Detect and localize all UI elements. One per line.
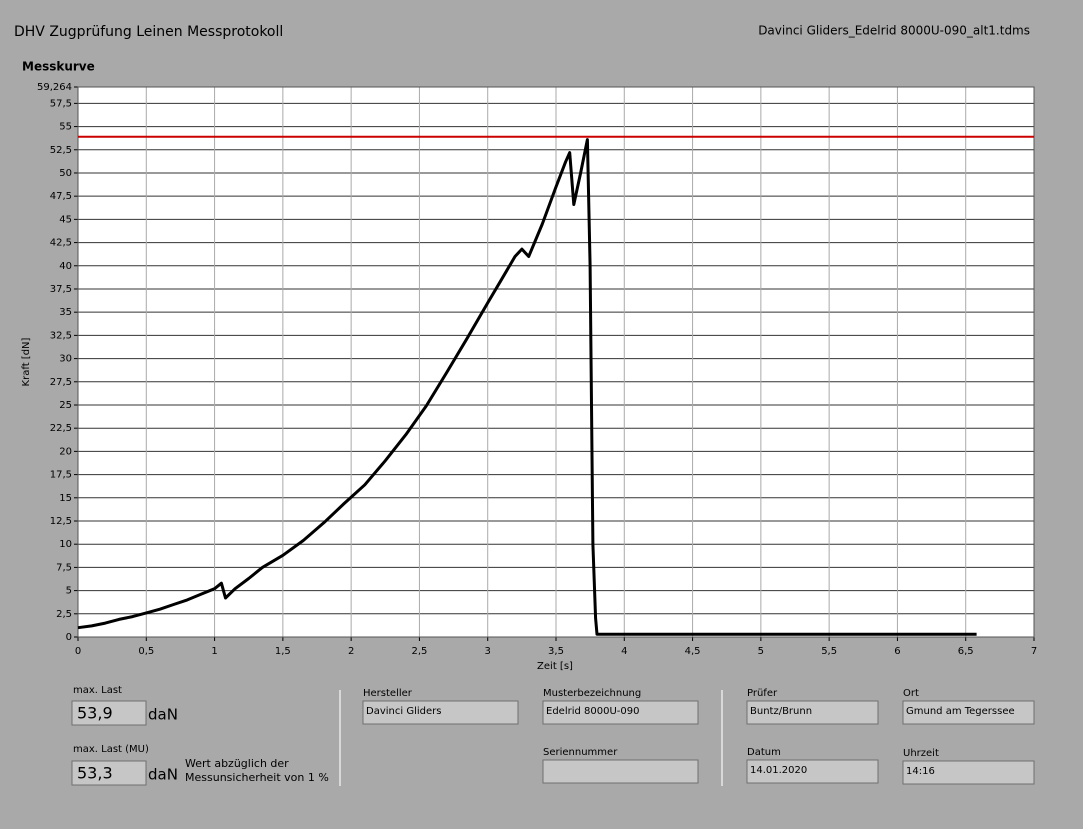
value: 53,3 bbox=[77, 764, 113, 783]
field-box bbox=[902, 700, 1035, 725]
field-label: Prüfer bbox=[747, 688, 778, 699]
y-tick-label: 2,5 bbox=[56, 609, 72, 620]
x-tick-label: 3 bbox=[485, 646, 491, 657]
x-tick-label: 5 bbox=[758, 646, 764, 657]
data-line bbox=[77, 138, 977, 636]
y-tick-label: 57,5 bbox=[50, 98, 72, 109]
field-label: Uhrzeit bbox=[903, 748, 939, 759]
y-tick-label: 47,5 bbox=[50, 191, 72, 202]
x-tick-label: 6,5 bbox=[958, 646, 974, 657]
x-tick-label: 7 bbox=[1031, 646, 1037, 657]
y-tick-label: 50 bbox=[59, 168, 72, 179]
value: 53,9 bbox=[77, 704, 113, 723]
x-tick-label: 0,5 bbox=[138, 646, 154, 657]
y-tick-label: 37,5 bbox=[50, 284, 72, 295]
y-tick-label: 35 bbox=[59, 307, 72, 318]
y-tick-label: 5 bbox=[66, 586, 72, 597]
label: max. Last bbox=[73, 685, 122, 696]
field-box bbox=[542, 700, 699, 725]
y-tick-label: 15 bbox=[59, 493, 72, 504]
x-axis-label: Zeit [s] bbox=[537, 661, 573, 672]
x-tick-label: 1,5 bbox=[275, 646, 291, 657]
x-tick-label: 4,5 bbox=[685, 646, 701, 657]
field-box bbox=[746, 759, 879, 784]
field-label: Hersteller bbox=[363, 688, 413, 699]
y-tick-label: 30 bbox=[59, 354, 72, 365]
field-label: Datum bbox=[747, 747, 781, 758]
x-tick-label: 3,5 bbox=[548, 646, 564, 657]
x-tick-label: 2 bbox=[348, 646, 354, 657]
chart-title: Messkurve bbox=[22, 60, 95, 74]
y-tick-label: 20 bbox=[59, 446, 72, 457]
y-tick-label: 0 bbox=[66, 632, 72, 643]
field-box bbox=[362, 700, 519, 725]
y-tick-label: 22,5 bbox=[50, 423, 72, 434]
unit: daN bbox=[148, 706, 178, 724]
y-tick-label: 59,264 bbox=[37, 82, 72, 93]
y-tick-label: 40 bbox=[59, 261, 72, 272]
label: max. Last (MU) bbox=[73, 744, 149, 755]
value-box bbox=[71, 700, 147, 726]
y-tick-label: 42,5 bbox=[50, 238, 72, 249]
x-tick-label: 5,5 bbox=[821, 646, 837, 657]
field-box bbox=[902, 760, 1035, 785]
x-tick-label: 2,5 bbox=[411, 646, 427, 657]
y-tick-label: 25 bbox=[59, 400, 72, 411]
y-tick-label: 27,5 bbox=[50, 377, 72, 388]
field-value: 14:16 bbox=[906, 766, 935, 777]
x-tick-label: 4 bbox=[621, 646, 627, 657]
field-value: Davinci Gliders bbox=[366, 706, 441, 717]
field-box bbox=[542, 759, 699, 784]
field-label: Seriennummer bbox=[543, 747, 618, 758]
grid: 02,557,51012,51517,52022,52527,53032,535… bbox=[37, 82, 1037, 657]
unit: daN bbox=[148, 766, 178, 784]
field-label: Musterbezeichnung bbox=[543, 688, 641, 699]
field-value: Gmund am Tegerssee bbox=[906, 706, 1015, 717]
x-tick-label: 6 bbox=[894, 646, 900, 657]
field-value: Buntz/Brunn bbox=[750, 706, 812, 717]
y-tick-label: 52,5 bbox=[50, 145, 72, 156]
plot-border bbox=[77, 86, 1035, 638]
value-box bbox=[71, 760, 147, 786]
field-value: Edelrid 8000U-090 bbox=[546, 706, 639, 717]
fields: Hersteller Davinci Gliders Musterbezeichnu… bbox=[362, 688, 1035, 785]
y-tick-label: 55 bbox=[59, 122, 72, 133]
file-name: Davinci Gliders_Edelrid 8000U-090_alt1.t… bbox=[758, 24, 1030, 38]
y-tick-label: 7,5 bbox=[56, 562, 72, 573]
field-label: Ort bbox=[903, 688, 919, 699]
x-tick-label: 0 bbox=[75, 646, 81, 657]
field-value: 14.01.2020 bbox=[750, 765, 807, 776]
y-tick-label: 17,5 bbox=[50, 470, 72, 481]
field-box bbox=[746, 700, 879, 725]
y-tick-label: 45 bbox=[59, 214, 72, 225]
title: DHV Zugprüfung Leinen Messprotokoll bbox=[14, 24, 283, 40]
note: Wert abzüglich der bbox=[185, 757, 289, 770]
y-tick-label: 12,5 bbox=[50, 516, 72, 527]
y-axis-label: Kraft [dN] bbox=[21, 337, 32, 386]
x-tick-label: 1 bbox=[211, 646, 217, 657]
note: Messunsicherheit von 1 % bbox=[185, 771, 329, 784]
y-tick-label: 10 bbox=[59, 539, 72, 550]
y-tick-label: 32,5 bbox=[50, 330, 72, 341]
